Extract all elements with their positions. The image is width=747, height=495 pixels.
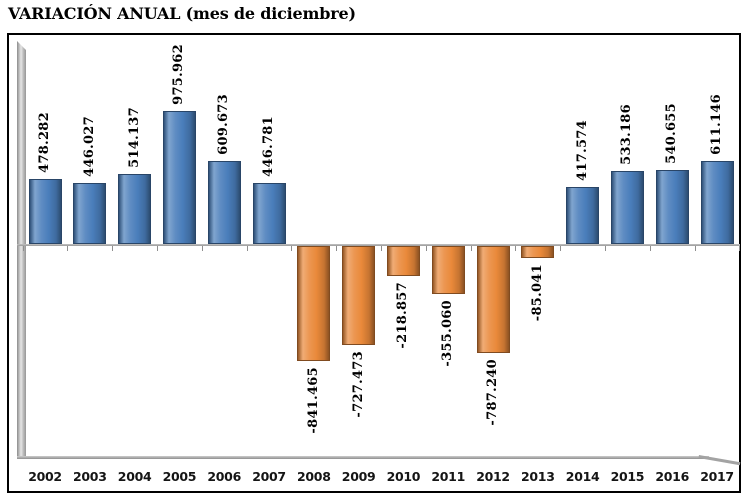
axis-tick [22,246,24,251]
x-axis-label-2014: 2014 [565,469,600,484]
zero-baseline [17,244,740,246]
data-label-2017: 611.146 [709,94,724,155]
axis-tick [605,246,606,251]
bar-2014 [566,187,600,244]
bar-2006 [207,161,241,244]
plot-area: 478.282 2002 446.027 2003 514.137 2004 975.962… [9,35,741,491]
x-axis-label-2012: 2012 [476,469,510,484]
bar-2016 [655,170,689,244]
axis-tick [425,246,427,251]
data-label-2010: -218.857 [395,282,411,349]
axis-tick [560,246,562,251]
data-label-2015: 533.186 [619,104,635,165]
bar-2009 [342,246,376,345]
bar-2012 [476,246,510,353]
data-label-2007: 446.781 [261,116,276,177]
axis-tick [157,246,158,251]
axis-tick [67,246,69,251]
data-label-2005: 975.962 [171,44,187,105]
x-axis-label-2013: 2013 [521,469,555,484]
x-axis-label-2010: 2010 [386,469,421,484]
bar-2015 [610,171,644,244]
axis-tick [694,246,696,251]
x-axis-label-2011: 2011 [431,469,465,484]
axis-tick [515,246,517,251]
bar-2005 [162,111,196,244]
data-label-2016: 540.655 [664,103,680,164]
bar-2008 [297,246,331,361]
data-label-2006: 609.673 [216,94,232,155]
data-label-2008: -841.465 [305,367,321,434]
axis-tick [201,246,203,251]
axis-tick [739,246,741,251]
axis-tick [246,246,248,251]
bar-2003 [73,183,107,244]
data-label-2003: 446.027 [81,116,97,177]
y-axis-wall-3d [17,41,26,458]
data-label-2012: -787.240 [485,359,500,426]
bar-2007 [252,183,286,244]
x-axis-label-2008: 2008 [297,469,331,484]
x-axis-label-2002: 2002 [28,469,62,484]
axis-tick [112,246,114,251]
x-axis-label-2005: 2005 [162,469,197,484]
data-label-2009: -727.473 [350,351,366,418]
bar-2017 [700,161,734,244]
x-axis-label-2007: 2007 [252,469,286,484]
floor-front-edge-3d [698,455,741,466]
x-axis-label-2017: 2017 [700,469,734,484]
bar-2004 [118,174,152,244]
data-label-2014: 417.574 [574,120,590,181]
axis-tick [336,246,338,251]
data-label-2002: 478.282 [37,112,52,173]
data-label-2011: -355.060 [440,300,456,367]
axis-tick [291,246,293,251]
axis-tick [470,246,472,251]
x-axis-label-2009: 2009 [341,469,376,484]
bar-2010 [386,246,420,276]
chart-title: VARIACIÓN ANUAL (mes de diciembre) [8,4,356,23]
data-label-2004: 514.137 [126,107,142,168]
x-axis-label-2015: 2015 [610,469,645,484]
x-axis-floor-line [17,456,709,459]
data-label-2013: -85.041 [529,264,545,322]
axis-tick [649,246,651,251]
x-axis-label-2003: 2003 [73,469,107,484]
bar-2011 [431,246,465,294]
axis-tick [381,246,382,251]
bar-2013 [521,246,555,258]
chart-frame: 478.282 2002 446.027 2003 514.137 2004 975.962… [7,33,741,493]
x-axis-label-2006: 2006 [207,469,241,484]
x-axis-label-2016: 2016 [655,469,689,484]
bar-2002 [28,179,62,244]
x-axis-label-2004: 2004 [117,469,152,484]
